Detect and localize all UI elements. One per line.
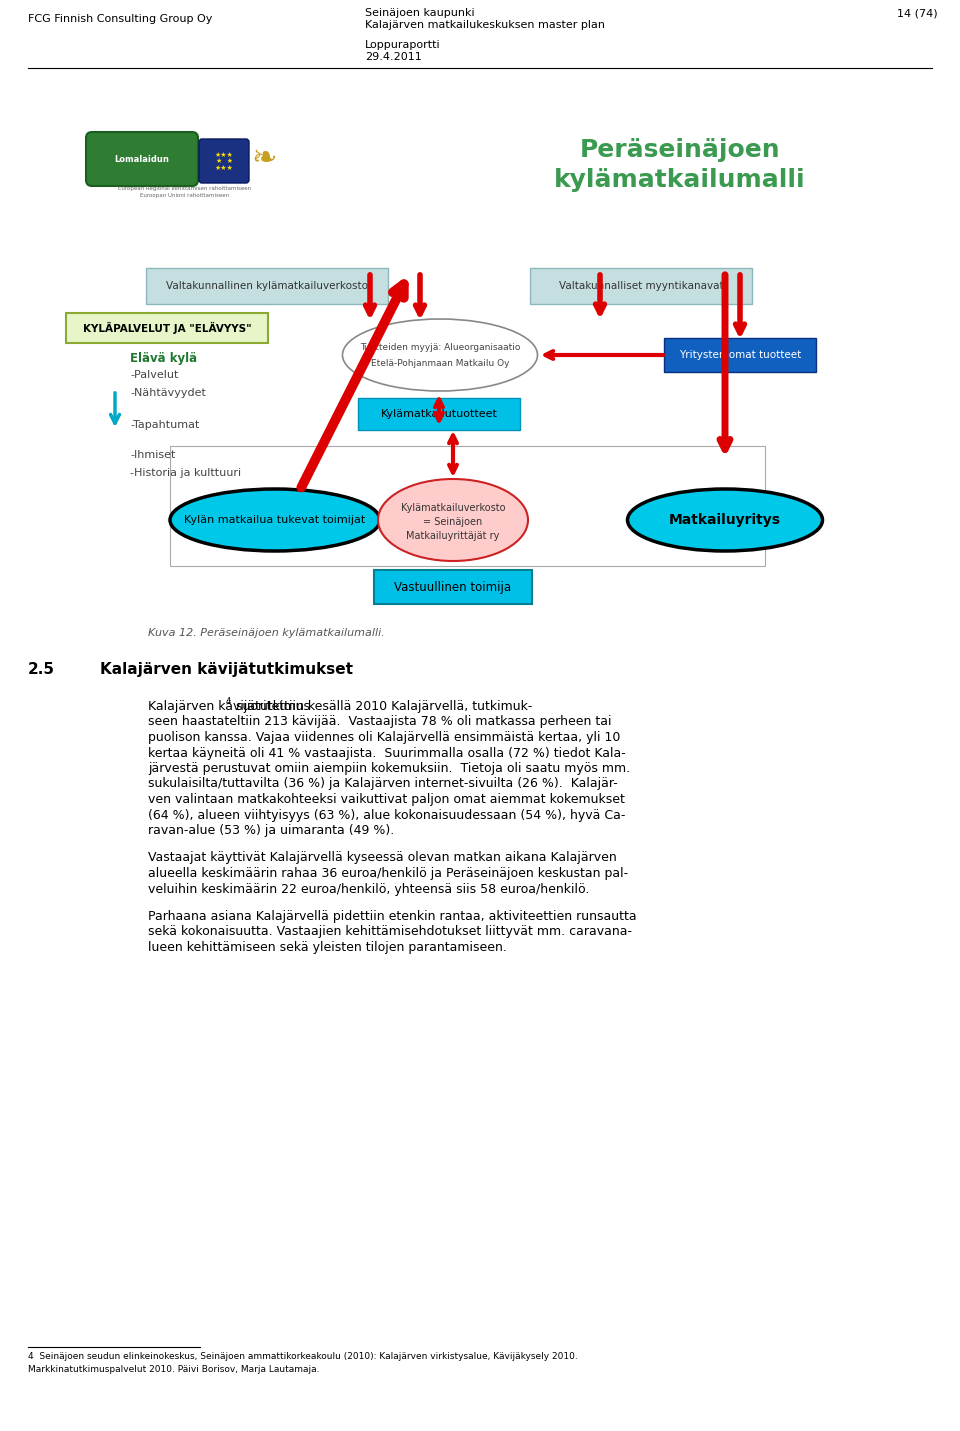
Text: Seinäjoen kaupunki: Seinäjoen kaupunki	[365, 9, 474, 19]
Text: (64 %), alueen viihtyisyys (63 %), alue kokonaisuudessaan (54 %), hyvä Ca-: (64 %), alueen viihtyisyys (63 %), alue …	[148, 809, 625, 821]
Text: ❧: ❧	[252, 145, 276, 173]
Text: Vastuullinen toimija: Vastuullinen toimija	[395, 581, 512, 594]
Text: Matkailuyritys: Matkailuyritys	[669, 512, 781, 527]
FancyBboxPatch shape	[358, 398, 520, 429]
Text: Kylämatkailutuotteet: Kylämatkailutuotteet	[380, 409, 497, 419]
Ellipse shape	[170, 489, 380, 551]
Text: Valtakunnalliset myyntikanavat: Valtakunnalliset myyntikanavat	[559, 280, 723, 290]
Text: Elävä kylä: Elävä kylä	[130, 352, 197, 365]
Text: järvestä perustuvat omiin aiempiin kokemuksiin.  Tietoja oli saatu myös mm.: järvestä perustuvat omiin aiempiin kokem…	[148, 761, 630, 776]
Text: suoritettiin kesällä 2010 Kalajärvellä, tutkimuk-: suoritettiin kesällä 2010 Kalajärvellä, …	[232, 700, 533, 713]
FancyBboxPatch shape	[664, 338, 816, 372]
Text: Kalajärven matkailukeskuksen master plan: Kalajärven matkailukeskuksen master plan	[365, 20, 605, 30]
Text: Lomalaidun: Lomalaidun	[114, 155, 169, 163]
Text: KYLÄPALVELUT JA "ELÄVYYS": KYLÄPALVELUT JA "ELÄVYYS"	[83, 322, 252, 333]
Text: -Palvelut: -Palvelut	[130, 371, 179, 381]
Text: puolison kanssa. Vajaa viidennes oli Kalajärvellä ensimmäistä kertaa, yli 10: puolison kanssa. Vajaa viidennes oli Kal…	[148, 731, 620, 744]
Text: Valtakunnallinen kylämatkailuverkosto: Valtakunnallinen kylämatkailuverkosto	[166, 280, 368, 290]
Text: veluihin keskimäärin 22 euroa/henkilö, yhteensä siis 58 euroa/henkilö.: veluihin keskimäärin 22 euroa/henkilö, y…	[148, 883, 589, 896]
Text: Kylän matkailua tukevat toimijat: Kylän matkailua tukevat toimijat	[184, 515, 366, 525]
FancyBboxPatch shape	[374, 570, 532, 604]
Text: 4  Seinäjoen seudun elinkeinokeskus, Seinäjoen ammattikorkeakoulu (2010): Kalajä: 4 Seinäjoen seudun elinkeinokeskus, Sein…	[28, 1352, 578, 1361]
Text: -Ihmiset: -Ihmiset	[130, 449, 176, 459]
FancyBboxPatch shape	[199, 139, 249, 183]
Text: lueen kehittämiseen sekä yleisten tilojen parantamiseen.: lueen kehittämiseen sekä yleisten tiloje…	[148, 942, 507, 954]
Text: Parhaana asiana Kalajärvellä pidettiin etenkin rantaa, aktiviteettien runsautta: Parhaana asiana Kalajärvellä pidettiin e…	[148, 910, 636, 923]
FancyBboxPatch shape	[86, 132, 198, 186]
Text: Kalajärven kävijätutkimus: Kalajärven kävijätutkimus	[148, 700, 310, 713]
Text: Peräseinäjoen
kylämatkailumalli: Peräseinäjoen kylämatkailumalli	[554, 137, 805, 192]
Text: Markkinatutkimuspalvelut 2010. Päivi Borisov, Marja Lautamaja.: Markkinatutkimuspalvelut 2010. Päivi Bor…	[28, 1365, 320, 1374]
Text: FCG Finnish Consulting Group Oy: FCG Finnish Consulting Group Oy	[28, 14, 212, 24]
Text: Euroopan Unioni rahoittamiseen: Euroopan Unioni rahoittamiseen	[140, 193, 229, 197]
Text: Kuva 12. Peräseinäjoen kylämatkailumalli.: Kuva 12. Peräseinäjoen kylämatkailumalli…	[148, 628, 385, 638]
Text: alueella keskimäärin rahaa 36 euroa/henkilö ja Peräseinäjoen keskustan pal-: alueella keskimäärin rahaa 36 euroa/henk…	[148, 867, 628, 880]
Text: = Seinäjoen: = Seinäjoen	[423, 517, 483, 527]
Ellipse shape	[378, 479, 528, 561]
FancyBboxPatch shape	[530, 268, 752, 303]
FancyBboxPatch shape	[66, 313, 268, 343]
Text: sekä kokonaisuutta. Vastaajien kehittämisehdotukset liittyvät mm. caravana-: sekä kokonaisuutta. Vastaajien kehittämi…	[148, 926, 632, 939]
Text: Matkailuyrittäjät ry: Matkailuyrittäjät ry	[406, 531, 500, 541]
Text: 2.5: 2.5	[28, 663, 55, 677]
Ellipse shape	[343, 319, 538, 391]
Text: 29.4.2011: 29.4.2011	[365, 52, 421, 62]
Text: European Regional kehittämisen rahoittamiseen: European Regional kehittämisen rahoittam…	[118, 186, 252, 190]
Text: Kylämatkailuverkosto: Kylämatkailuverkosto	[400, 504, 505, 512]
Text: ★★★
★  ★
★★★: ★★★ ★ ★ ★★★	[215, 152, 233, 170]
Text: 4: 4	[226, 697, 230, 705]
Text: Loppuraportti: Loppuraportti	[365, 40, 441, 50]
Bar	[170, 446, 765, 567]
Text: -Nähtävyydet: -Nähtävyydet	[130, 388, 205, 398]
Text: kertaa käyneitä oli 41 % vastaajista.  Suurimmalla osalla (72 %) tiedot Kala-: kertaa käyneitä oli 41 % vastaajista. Su…	[148, 747, 626, 760]
Text: ravan-alue (53 %) ja uimaranta (49 %).: ravan-alue (53 %) ja uimaranta (49 %).	[148, 824, 395, 837]
Text: -Historia ja kulttuuri: -Historia ja kulttuuri	[130, 468, 241, 478]
Text: seen haastateltiin 213 kävijää.  Vastaajista 78 % oli matkassa perheen tai: seen haastateltiin 213 kävijää. Vastaaji…	[148, 716, 612, 728]
Text: Vastaajat käyttivät Kalajärvellä kyseessä olevan matkan aikana Kalajärven: Vastaajat käyttivät Kalajärvellä kyseess…	[148, 851, 616, 864]
Ellipse shape	[628, 489, 823, 551]
Text: Etelä-Pohjanmaan Matkailu Oy: Etelä-Pohjanmaan Matkailu Oy	[371, 359, 509, 368]
Text: Yritysten omat tuotteet: Yritysten omat tuotteet	[679, 351, 802, 361]
Text: sukulaisilta/tuttavilta (36 %) ja Kalajärven internet-sivuilta (26 %).  Kalajär-: sukulaisilta/tuttavilta (36 %) ja Kalajä…	[148, 777, 617, 790]
Text: 14 (74): 14 (74)	[898, 9, 938, 19]
Text: Kalajärven kävijätutkimukset: Kalajärven kävijätutkimukset	[100, 663, 353, 677]
Text: -Tapahtumat: -Tapahtumat	[130, 421, 200, 429]
Text: ven valintaan matkakohteeksi vaikuttivat paljon omat aiemmat kokemukset: ven valintaan matkakohteeksi vaikuttivat…	[148, 793, 625, 806]
Text: Tuotteiden myyjä: Alueorganisaatio: Tuotteiden myyjä: Alueorganisaatio	[360, 342, 520, 352]
FancyBboxPatch shape	[146, 268, 388, 303]
